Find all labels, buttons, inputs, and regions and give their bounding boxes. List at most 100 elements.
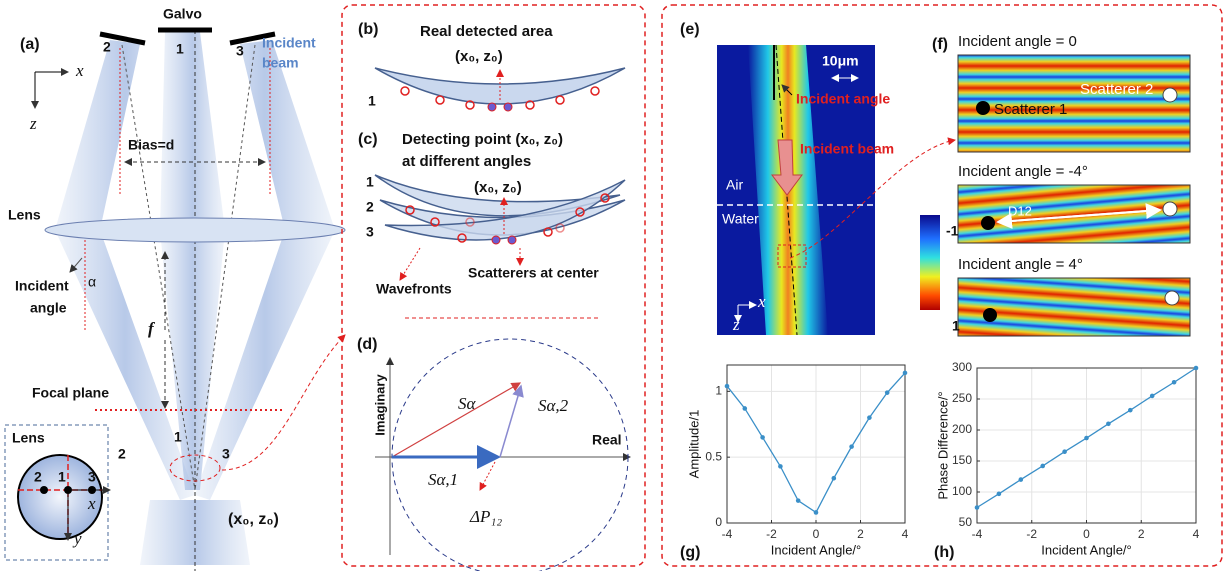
label: Imaginary bbox=[372, 374, 387, 436]
label: x bbox=[757, 292, 766, 311]
panel-label: (b) bbox=[358, 21, 378, 38]
y-tick-label: 0.5 bbox=[705, 449, 722, 463]
y-tick-label: 100 bbox=[952, 484, 972, 498]
y-tick-label: 150 bbox=[952, 453, 972, 467]
scatterer-1 bbox=[983, 308, 997, 322]
label: Scatterer 2 bbox=[1080, 81, 1153, 98]
label: y bbox=[72, 529, 82, 548]
circle bbox=[575, 207, 585, 217]
angle-arrow bbox=[69, 257, 83, 273]
x-tick-label: -2 bbox=[1026, 527, 1037, 541]
panel-label: (a) bbox=[20, 36, 40, 53]
beam-2 bbox=[55, 40, 195, 500]
label: 3 bbox=[236, 43, 244, 59]
label: (x₀, z₀) bbox=[455, 48, 503, 65]
x-tick-label: 4 bbox=[902, 527, 909, 541]
y-tick-label: 0 bbox=[715, 515, 722, 529]
panel-label: (e) bbox=[680, 21, 700, 38]
label: beam bbox=[262, 55, 299, 71]
data-point bbox=[1149, 393, 1155, 399]
x-tick-label: 2 bbox=[857, 527, 864, 541]
label: 1 bbox=[174, 429, 182, 445]
y-tick-label: 200 bbox=[952, 422, 972, 436]
scatterer-1 bbox=[981, 216, 995, 230]
label: (x₀, z₀) bbox=[228, 511, 279, 528]
panel-label: (g) bbox=[680, 544, 700, 561]
label: Incident bbox=[15, 278, 69, 294]
data-point bbox=[1171, 379, 1177, 385]
data-point bbox=[1128, 407, 1133, 413]
label: z bbox=[732, 315, 740, 334]
circle bbox=[457, 233, 467, 243]
phase-map bbox=[957, 54, 1191, 153]
beam-1 bbox=[160, 32, 225, 490]
label: Incident angle bbox=[796, 91, 890, 107]
label: angle bbox=[30, 300, 67, 316]
data-point bbox=[778, 464, 783, 469]
data-point bbox=[813, 510, 819, 515]
x-tick-label: 0 bbox=[1083, 527, 1090, 541]
label: f bbox=[148, 319, 156, 338]
label: 1 bbox=[368, 93, 376, 109]
label: x bbox=[87, 494, 96, 513]
label: ΔP₁₂ bbox=[469, 507, 502, 526]
center-scatterer bbox=[503, 102, 513, 112]
label: 2 bbox=[118, 446, 126, 462]
label: Incident bbox=[262, 35, 316, 51]
x-tick-label: -4 bbox=[972, 527, 983, 541]
circle bbox=[405, 205, 415, 215]
label: 2 bbox=[34, 469, 42, 485]
label: Incident angle = 4° bbox=[958, 256, 1083, 273]
label: Lens bbox=[8, 207, 41, 223]
data-point bbox=[867, 415, 872, 420]
label: Incident beam bbox=[800, 141, 894, 157]
phase-map bbox=[957, 277, 1191, 337]
wavefront bbox=[374, 67, 626, 105]
panel-a: (a) Galvo 2 1 3 Incident beam x z Bias=d… bbox=[4, 6, 346, 571]
label: Wavefronts bbox=[376, 281, 452, 297]
charts: -4 -2 0 2 4 0 0.5 1 Incident Angle/° Amplitude/1 (… bbox=[680, 360, 1200, 561]
circle bbox=[590, 86, 600, 96]
colorbar-label: 1 bbox=[952, 318, 960, 334]
label: 2 bbox=[103, 39, 111, 55]
scatterer-2 bbox=[1162, 87, 1178, 103]
panel-label: (c) bbox=[358, 131, 378, 148]
label: z bbox=[29, 114, 37, 133]
label: Sα bbox=[458, 394, 477, 413]
circle bbox=[435, 95, 445, 105]
scatterer-2 bbox=[1164, 290, 1180, 306]
inset-lens bbox=[17, 454, 103, 540]
beam-axis-3 bbox=[194, 44, 256, 491]
label: Real bbox=[592, 432, 622, 448]
label: (x₀, z₀) bbox=[474, 179, 522, 196]
circle bbox=[400, 86, 410, 96]
data-point bbox=[795, 498, 801, 503]
data-point bbox=[1040, 463, 1045, 469]
plot-frame bbox=[726, 364, 906, 524]
circle bbox=[465, 100, 475, 110]
beam-3 bbox=[195, 40, 335, 500]
inset-point bbox=[40, 486, 48, 494]
data-point bbox=[974, 505, 980, 510]
label: 1 bbox=[58, 469, 66, 485]
beam-lower bbox=[140, 500, 250, 565]
label: Incident angle = 0 bbox=[958, 33, 1077, 50]
focus-region bbox=[169, 454, 221, 482]
panel-frame bbox=[341, 4, 646, 567]
label: Water bbox=[722, 211, 759, 227]
label: Sα,2 bbox=[538, 396, 569, 415]
x-tick-label: -4 bbox=[722, 527, 733, 541]
pointer bbox=[399, 247, 421, 281]
x-tick-label: 0 bbox=[813, 527, 820, 541]
label: Sα,1 bbox=[428, 470, 458, 489]
pointer bbox=[781, 84, 793, 96]
lens bbox=[44, 217, 346, 243]
data-point bbox=[831, 475, 837, 481]
colorbar bbox=[920, 215, 940, 310]
panel-efgh: (e) 10μm Incident angle Incident beam Ai… bbox=[661, 4, 1223, 567]
label: 3 bbox=[366, 224, 374, 240]
x-axis-label: Incident Angle/° bbox=[1041, 542, 1132, 557]
pointer bbox=[479, 461, 496, 491]
circle bbox=[430, 217, 440, 227]
colorbar-label: -1 bbox=[946, 223, 959, 239]
